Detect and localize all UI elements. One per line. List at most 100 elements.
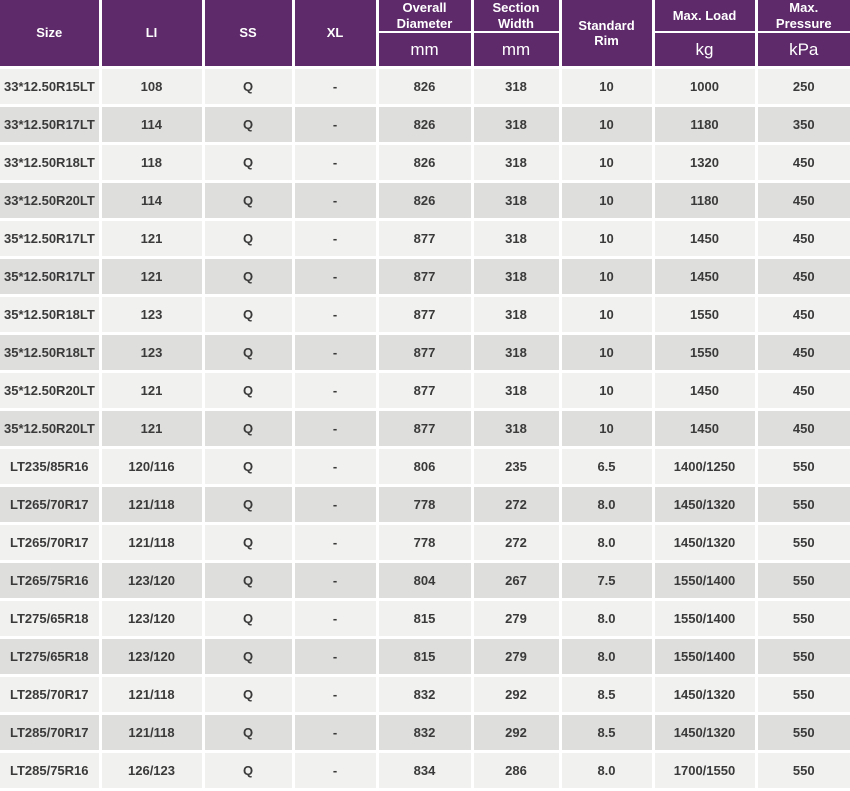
- cell-standard-rim: 8.0: [560, 484, 655, 524]
- cell-overall-diameter: 778: [377, 522, 474, 562]
- cell-overall-diameter: 826: [377, 180, 474, 220]
- cell-li: 121/118: [100, 522, 205, 562]
- column-header-li: LI: [100, 0, 205, 68]
- cell-max-pressure: 450: [756, 256, 850, 296]
- cell-overall-diameter: 806: [377, 446, 474, 486]
- cell-ss: Q: [203, 218, 295, 258]
- cell-li: 108: [100, 66, 205, 106]
- table-row: 33*12.50R15LT 108 Q -826 318 10 1000 250: [0, 66, 850, 106]
- cell-max-load: 1550/1400: [653, 560, 758, 600]
- cell-li: 121: [100, 256, 205, 296]
- cell-ss: Q: [203, 370, 295, 410]
- column-header-standard-rim: Standard Rim: [560, 0, 655, 68]
- table-row: 35*12.50R18LT 123 Q -877 318 10 1550 450: [0, 332, 850, 372]
- table-row: LT265/75R16 123/120 Q -804 267 7.5 1550/1400 55…: [0, 560, 850, 600]
- cell-max-load: 1180: [653, 180, 758, 220]
- cell-size: 33*12.50R17LT: [0, 104, 102, 144]
- cell-xl: -: [293, 104, 379, 144]
- table-row: 33*12.50R18LT 118 Q -826 318 10 1320 450: [0, 142, 850, 182]
- cell-standard-rim: 8.5: [560, 712, 655, 752]
- cell-section-width: 292: [472, 712, 562, 752]
- cell-ss: Q: [203, 142, 295, 182]
- cell-xl: -: [293, 408, 379, 448]
- cell-li: 121: [100, 218, 205, 258]
- cell-ss: Q: [203, 712, 295, 752]
- table-row: LT265/70R17 121/118 Q -778 272 8.0 1450/1320 55…: [0, 484, 850, 524]
- cell-max-pressure: 450: [756, 218, 850, 258]
- column-header-size: Size: [0, 0, 102, 68]
- cell-li: 121/118: [100, 674, 205, 714]
- cell-ss: Q: [203, 256, 295, 296]
- cell-size: 35*12.50R18LT: [0, 332, 102, 372]
- column-header-max-load: Max. Load: [653, 0, 758, 34]
- cell-max-load: 1180: [653, 104, 758, 144]
- cell-ss: Q: [203, 522, 295, 562]
- cell-standard-rim: 10: [560, 370, 655, 410]
- cell-standard-rim: 7.5: [560, 560, 655, 600]
- cell-section-width: 318: [472, 218, 562, 258]
- cell-li: 121/118: [100, 712, 205, 752]
- cell-li: 114: [100, 180, 205, 220]
- cell-overall-diameter: 815: [377, 598, 474, 638]
- cell-section-width: 279: [472, 636, 562, 676]
- cell-max-load: 1450: [653, 256, 758, 296]
- cell-li: 114: [100, 104, 205, 144]
- cell-size: LT285/70R17: [0, 712, 102, 752]
- cell-max-load: 1450: [653, 218, 758, 258]
- cell-standard-rim: 10: [560, 256, 655, 296]
- table-row: LT275/65R18 123/120 Q -815 279 8.0 1550/1400 55…: [0, 636, 850, 676]
- cell-standard-rim: 10: [560, 180, 655, 220]
- table-row: LT285/70R17 121/118 Q -832 292 8.5 1450/1320 55…: [0, 712, 850, 752]
- table-row: 35*12.50R20LT 121 Q -877 318 10 1450 450: [0, 370, 850, 410]
- cell-size: 35*12.50R17LT: [0, 218, 102, 258]
- cell-section-width: 318: [472, 180, 562, 220]
- cell-section-width: 272: [472, 522, 562, 562]
- cell-ss: Q: [203, 674, 295, 714]
- cell-standard-rim: 8.0: [560, 598, 655, 638]
- cell-size: LT275/65R18: [0, 598, 102, 638]
- cell-li: 120/116: [100, 446, 205, 486]
- cell-max-load: 1700/1550: [653, 750, 758, 789]
- cell-overall-diameter: 826: [377, 66, 474, 106]
- table-row: LT275/65R18 123/120 Q -815 279 8.0 1550/1400 55…: [0, 598, 850, 638]
- cell-size: LT265/70R17: [0, 484, 102, 524]
- cell-ss: Q: [203, 294, 295, 334]
- table-row: 35*12.50R20LT 121 Q -877 318 10 1450 450: [0, 408, 850, 448]
- cell-max-pressure: 550: [756, 750, 850, 789]
- cell-xl: -: [293, 560, 379, 600]
- cell-standard-rim: 10: [560, 294, 655, 334]
- cell-section-width: 318: [472, 104, 562, 144]
- cell-max-pressure: 450: [756, 180, 850, 220]
- cell-standard-rim: 10: [560, 142, 655, 182]
- cell-standard-rim: 8.0: [560, 522, 655, 562]
- table-row: 33*12.50R20LT 114 Q -826 318 10 1180 450: [0, 180, 850, 220]
- cell-section-width: 292: [472, 674, 562, 714]
- cell-max-load: 1000: [653, 66, 758, 106]
- column-header-overall-diameter: Overall Diameter: [377, 0, 474, 34]
- table-row: 33*12.50R17LT 114 Q -826 318 10 1180 350: [0, 104, 850, 144]
- table-row: LT235/85R16 120/116 Q -806 235 6.5 1400/1250 55…: [0, 446, 850, 486]
- cell-size: LT275/65R18: [0, 636, 102, 676]
- cell-size: LT285/75R16: [0, 750, 102, 789]
- cell-overall-diameter: 834: [377, 750, 474, 789]
- column-header-xl: XL: [293, 0, 379, 68]
- cell-xl: -: [293, 636, 379, 676]
- cell-ss: Q: [203, 446, 295, 486]
- cell-section-width: 286: [472, 750, 562, 789]
- cell-size: 35*12.50R18LT: [0, 294, 102, 334]
- cell-ss: Q: [203, 484, 295, 524]
- cell-max-load: 1550: [653, 294, 758, 334]
- cell-li: 123: [100, 332, 205, 372]
- cell-max-pressure: 550: [756, 446, 850, 486]
- cell-overall-diameter: 804: [377, 560, 474, 600]
- cell-li: 118: [100, 142, 205, 182]
- cell-standard-rim: 10: [560, 332, 655, 372]
- cell-xl: -: [293, 66, 379, 106]
- cell-size: LT285/70R17: [0, 674, 102, 714]
- cell-max-pressure: 250: [756, 66, 850, 106]
- cell-max-pressure: 550: [756, 560, 850, 600]
- cell-size: LT265/75R16: [0, 560, 102, 600]
- cell-ss: Q: [203, 104, 295, 144]
- cell-section-width: 318: [472, 66, 562, 106]
- cell-overall-diameter: 815: [377, 636, 474, 676]
